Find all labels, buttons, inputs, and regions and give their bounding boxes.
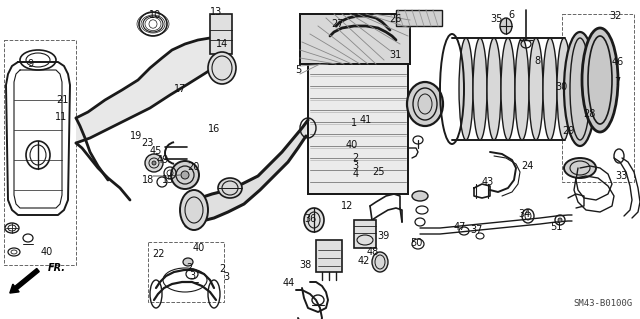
Ellipse shape — [557, 38, 571, 140]
Text: 5: 5 — [295, 64, 301, 75]
Text: 40: 40 — [40, 247, 53, 257]
Ellipse shape — [558, 218, 562, 222]
Text: 11: 11 — [55, 112, 68, 122]
Text: 23: 23 — [141, 138, 154, 148]
Text: 4: 4 — [353, 169, 359, 179]
Bar — [148, 242, 224, 302]
Text: 14: 14 — [216, 39, 228, 49]
Text: 50: 50 — [410, 238, 422, 248]
Text: 43: 43 — [481, 177, 494, 188]
Bar — [396, 10, 442, 26]
Text: 44: 44 — [282, 278, 295, 288]
Text: 17: 17 — [173, 84, 186, 94]
Ellipse shape — [543, 38, 557, 140]
Bar — [4, 40, 76, 265]
Text: 28: 28 — [583, 109, 596, 119]
Text: 31: 31 — [389, 50, 402, 60]
Ellipse shape — [152, 161, 156, 165]
Text: 21: 21 — [56, 95, 69, 106]
Ellipse shape — [564, 158, 596, 178]
Ellipse shape — [564, 32, 596, 146]
Ellipse shape — [407, 82, 443, 126]
Text: 20: 20 — [188, 161, 200, 172]
Text: 34: 34 — [518, 209, 531, 219]
Text: 3: 3 — [223, 272, 229, 282]
Text: 2: 2 — [186, 263, 193, 273]
Text: SM43-B0100G: SM43-B0100G — [573, 299, 632, 308]
Ellipse shape — [459, 38, 473, 140]
Text: 48: 48 — [367, 247, 380, 257]
Ellipse shape — [501, 38, 515, 140]
Text: 29: 29 — [562, 126, 575, 137]
Ellipse shape — [171, 161, 199, 189]
Ellipse shape — [487, 38, 501, 140]
Text: 9: 9 — [27, 59, 33, 69]
Text: 26: 26 — [389, 14, 402, 24]
Text: 32: 32 — [609, 11, 622, 21]
Text: 30: 30 — [555, 82, 568, 93]
Text: FR.: FR. — [48, 263, 66, 273]
Text: 40: 40 — [193, 242, 205, 253]
Text: 27: 27 — [331, 19, 344, 29]
Bar — [316, 240, 342, 272]
Text: 18: 18 — [142, 175, 155, 185]
Text: 36: 36 — [304, 214, 317, 225]
Text: 47: 47 — [454, 222, 467, 232]
Text: 22: 22 — [152, 249, 164, 259]
Ellipse shape — [183, 258, 193, 266]
Text: 33: 33 — [615, 171, 628, 182]
Ellipse shape — [529, 38, 543, 140]
Ellipse shape — [180, 190, 208, 230]
Ellipse shape — [515, 38, 529, 140]
Text: 37: 37 — [470, 225, 483, 235]
Ellipse shape — [208, 52, 236, 84]
Text: 46: 46 — [611, 57, 624, 67]
Bar — [354, 220, 376, 248]
Bar — [210, 14, 232, 54]
Ellipse shape — [473, 38, 487, 140]
Text: 19: 19 — [130, 131, 143, 141]
Text: 1: 1 — [351, 118, 357, 128]
Bar — [308, 64, 408, 194]
Text: 3: 3 — [189, 271, 195, 281]
Ellipse shape — [412, 191, 428, 201]
Text: 12: 12 — [341, 201, 354, 211]
Ellipse shape — [582, 28, 618, 132]
Ellipse shape — [218, 178, 242, 198]
Ellipse shape — [500, 18, 512, 34]
Ellipse shape — [304, 208, 324, 232]
Text: 45: 45 — [149, 145, 162, 156]
Polygon shape — [186, 120, 308, 226]
Ellipse shape — [372, 252, 388, 272]
Text: 13: 13 — [209, 7, 222, 17]
Text: 49: 49 — [156, 155, 169, 165]
Polygon shape — [76, 38, 228, 143]
Text: 10: 10 — [148, 10, 161, 20]
Text: 8: 8 — [534, 56, 540, 66]
Bar — [300, 14, 410, 64]
Text: 40: 40 — [345, 140, 358, 151]
Text: 2: 2 — [220, 263, 226, 274]
Text: 15: 15 — [161, 175, 174, 185]
Ellipse shape — [181, 171, 189, 179]
Text: 16: 16 — [207, 124, 220, 134]
Text: 38: 38 — [299, 260, 312, 270]
Text: 3: 3 — [353, 161, 359, 171]
Text: 51: 51 — [550, 222, 563, 232]
Text: 24: 24 — [521, 161, 534, 171]
Text: 6: 6 — [508, 10, 515, 20]
Text: 25: 25 — [372, 167, 385, 177]
Ellipse shape — [145, 154, 163, 172]
Text: 42: 42 — [357, 256, 370, 266]
Text: 41: 41 — [359, 115, 372, 125]
Text: 2: 2 — [353, 153, 359, 163]
FancyArrow shape — [10, 269, 39, 293]
Text: 39: 39 — [377, 231, 390, 241]
Text: 35: 35 — [490, 14, 503, 24]
Text: 7: 7 — [614, 77, 620, 87]
Bar — [562, 14, 634, 182]
